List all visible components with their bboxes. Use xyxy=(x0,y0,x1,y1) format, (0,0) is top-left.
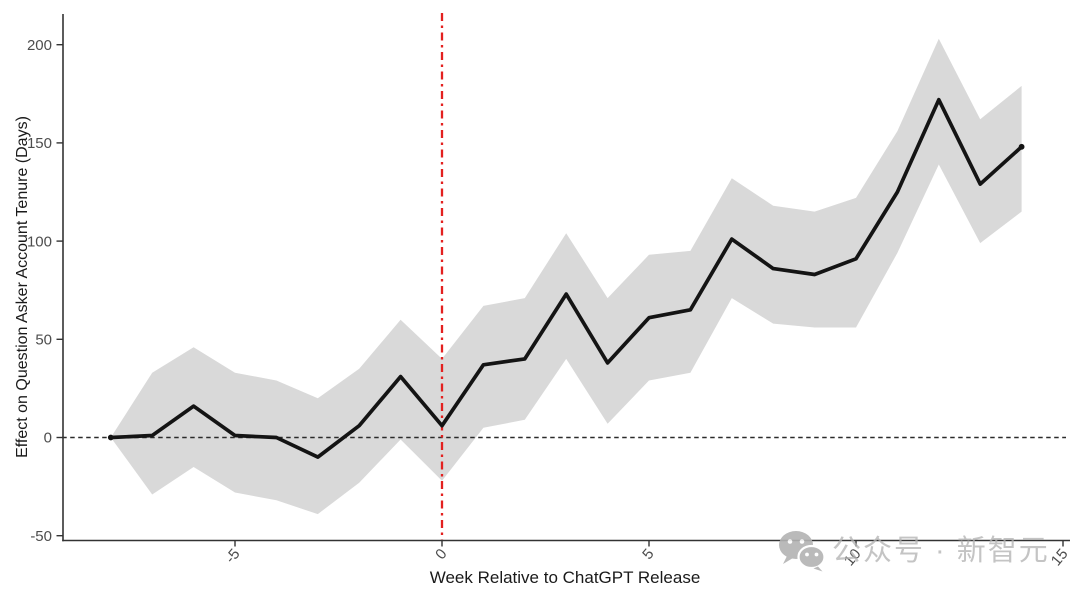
x-tick-label: -5 xyxy=(222,546,244,567)
y-tick-label: 0 xyxy=(44,430,52,447)
y-tick-label: 50 xyxy=(35,332,52,349)
y-tick-label: 150 xyxy=(27,135,52,152)
line-end-markers xyxy=(107,143,1025,441)
y-axis-title: Effect on Question Asker Account Tenure … xyxy=(14,116,31,458)
x-axis-title: Week Relative to ChatGPT Release xyxy=(430,568,701,587)
y-tick-label: 100 xyxy=(27,233,52,250)
y-tick-label: -50 xyxy=(30,528,52,545)
wechat-icon xyxy=(779,531,826,572)
line-end-dot xyxy=(1018,143,1025,150)
estimate-line xyxy=(108,97,1024,459)
y-axis-ticks: 200 150 100 50 0 -50 xyxy=(27,37,63,545)
x-tick-label: 0 xyxy=(432,546,450,563)
y-tick-label: 200 xyxy=(27,37,52,54)
x-tick-label: 15 xyxy=(1048,546,1072,570)
watermark: 公众号 · 新智元 xyxy=(779,531,1050,572)
watermark-text: 公众号 · 新智元 xyxy=(832,534,1050,567)
x-tick-label: 5 xyxy=(639,546,657,563)
line-end-dot xyxy=(107,434,114,441)
confidence-band xyxy=(110,38,1022,515)
